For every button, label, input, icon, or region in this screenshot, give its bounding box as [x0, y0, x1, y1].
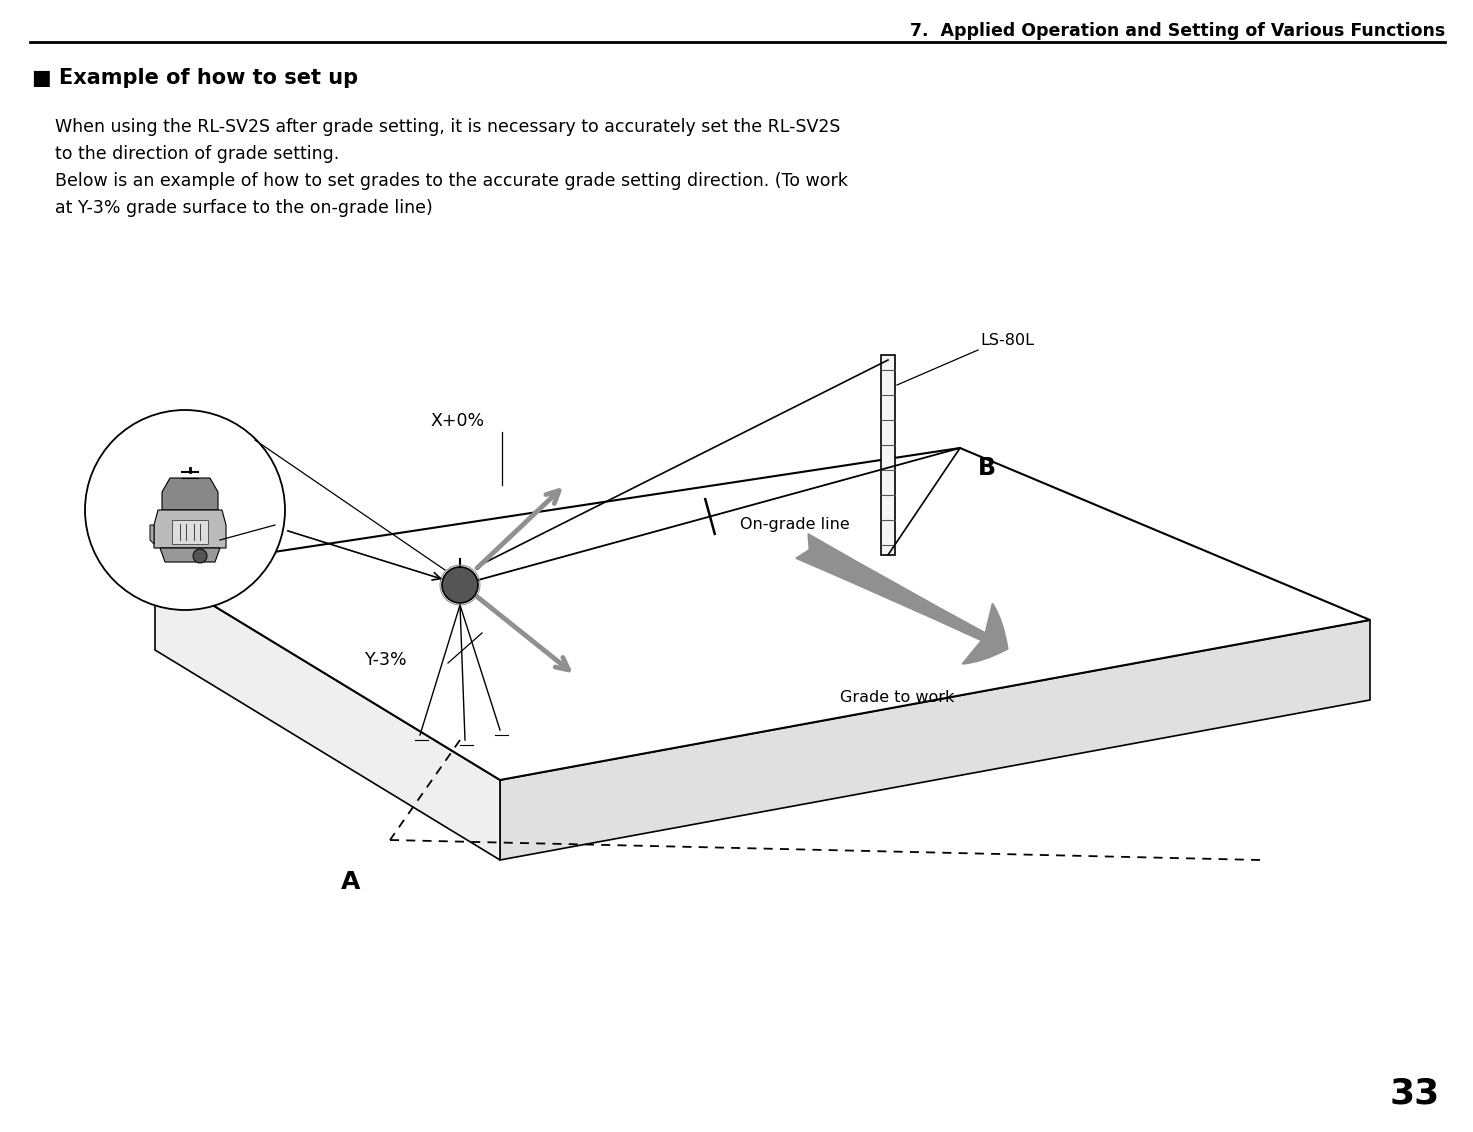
Polygon shape: [162, 478, 218, 511]
Text: at Y-3% grade surface to the on-grade line): at Y-3% grade surface to the on-grade li…: [55, 199, 433, 217]
Polygon shape: [150, 525, 155, 544]
Text: A: A: [340, 871, 359, 894]
Circle shape: [442, 567, 479, 603]
Polygon shape: [172, 520, 208, 544]
Polygon shape: [161, 548, 219, 561]
Polygon shape: [155, 571, 499, 860]
Text: Below is an example of how to set grades to the accurate grade setting direction: Below is an example of how to set grades…: [55, 172, 848, 190]
Text: ■ Example of how to set up: ■ Example of how to set up: [32, 68, 358, 88]
Text: Y-3%: Y-3%: [365, 651, 408, 669]
Text: LS-80L: LS-80L: [980, 333, 1034, 348]
Text: When using the RL-SV2S after grade setting, it is necessary to accurately set th: When using the RL-SV2S after grade setti…: [55, 118, 841, 136]
Text: Grade to work: Grade to work: [840, 691, 955, 705]
Text: B: B: [978, 456, 996, 480]
Text: 33: 33: [1389, 1077, 1441, 1110]
Text: X+0%: X+0%: [430, 412, 485, 430]
Polygon shape: [881, 355, 896, 555]
Text: to the direction of grade setting.: to the direction of grade setting.: [55, 145, 339, 163]
Polygon shape: [499, 620, 1370, 860]
Circle shape: [193, 549, 208, 563]
Polygon shape: [155, 511, 225, 548]
Polygon shape: [155, 448, 1370, 780]
Circle shape: [85, 410, 284, 610]
Text: 7.  Applied Operation and Setting of Various Functions: 7. Applied Operation and Setting of Vari…: [910, 22, 1445, 40]
Text: On-grade line: On-grade line: [739, 517, 850, 532]
